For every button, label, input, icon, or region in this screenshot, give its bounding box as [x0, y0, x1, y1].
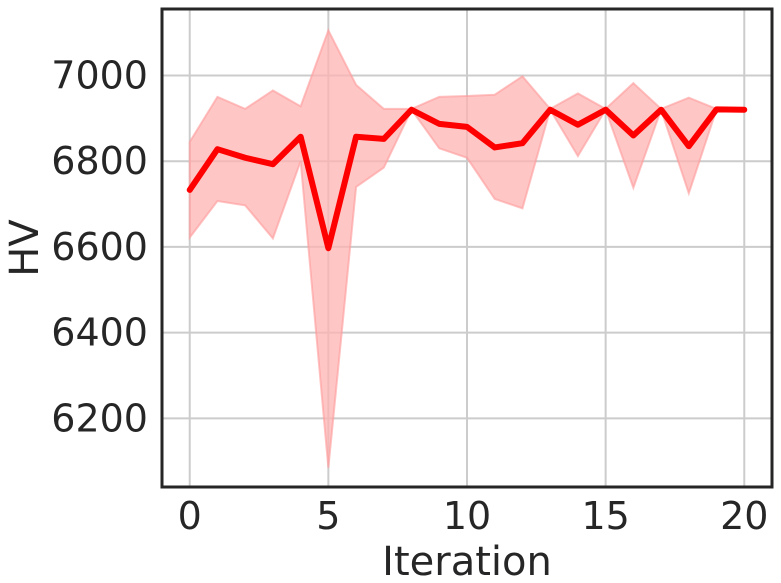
x-tick-label: 10	[443, 494, 491, 538]
x-tick-label: 5	[316, 494, 340, 538]
x-axis-ticks: 0 5 10 15 20	[178, 494, 769, 538]
series-polyline	[186, 106, 748, 252]
y-axis-ticks: 6200 6400 6600 6800 7000	[51, 53, 148, 440]
y-tick-label: 6200	[51, 396, 148, 440]
x-tick-label: 0	[178, 494, 202, 538]
y-tick-label: 6800	[51, 139, 148, 183]
y-tick-label: 6600	[51, 225, 148, 269]
y-axis-label: HV	[2, 219, 48, 277]
x-tick-label: 20	[720, 494, 768, 538]
plot-frame	[160, 7, 774, 489]
x-tick-label: 15	[581, 494, 629, 538]
x-axis-label: Iteration	[382, 539, 552, 583]
grid-lines	[162, 9, 772, 487]
series-line	[186, 106, 748, 252]
y-tick-label: 7000	[51, 53, 148, 97]
y-tick-label: 6400	[51, 311, 148, 355]
